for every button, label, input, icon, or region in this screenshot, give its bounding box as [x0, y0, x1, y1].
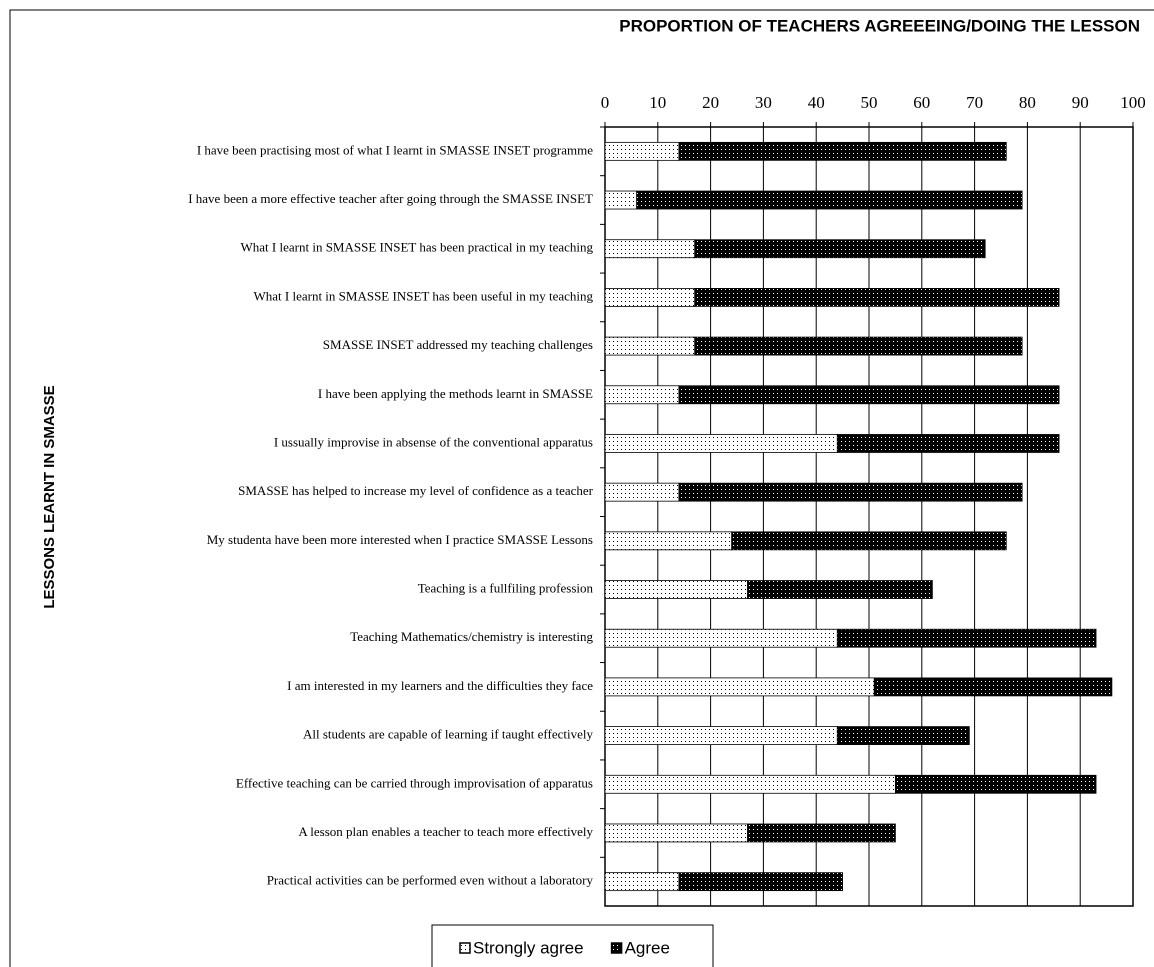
- x-tick-label: 80: [1019, 93, 1036, 112]
- y-tick-label: Effective teaching can be carried throug…: [236, 775, 593, 790]
- bar: [836, 726, 970, 745]
- bar: [747, 823, 896, 843]
- bar: [604, 774, 896, 794]
- bar: [836, 628, 1097, 648]
- x-tick-label: 20: [702, 93, 719, 112]
- x-tick-label: 100: [1120, 93, 1146, 112]
- y-tick-label: Teaching Mathematics/chemistry is intere…: [350, 629, 593, 644]
- x-tick-label: 60: [913, 93, 930, 112]
- bar: [694, 288, 1060, 307]
- bar: [604, 482, 680, 502]
- bar: [604, 288, 696, 307]
- y-tick-label: I have been practising most of what I le…: [197, 142, 593, 157]
- bar: [836, 434, 1060, 453]
- bar: [604, 677, 875, 697]
- bar: [678, 872, 843, 892]
- chart-title: PROPORTION OF TEACHERS AGREEEING/DOING T…: [619, 16, 1140, 35]
- x-tick-label: 90: [1072, 93, 1089, 112]
- bar: [604, 336, 696, 356]
- bar: [604, 190, 638, 210]
- legend-label: Strongly agree: [473, 938, 584, 957]
- bar: [694, 336, 1023, 356]
- legend-swatch: [459, 942, 471, 954]
- y-tick-label: I have been applying the methods learnt …: [318, 386, 593, 401]
- bar: [604, 141, 680, 161]
- y-tick-label: SMASSE INSET addressed my teaching chall…: [323, 337, 593, 352]
- y-axis-label: LESSONS LEARNT IN SMASSE: [41, 385, 58, 608]
- bar: [604, 385, 680, 405]
- bar: [604, 823, 748, 843]
- legend-swatch: [610, 942, 623, 954]
- legend-label: Agree: [625, 938, 670, 957]
- y-tick-label: I have been a more effective teacher aft…: [188, 191, 593, 206]
- legend-box: [431, 924, 714, 967]
- bar: [731, 531, 1007, 551]
- y-tick-label: I ussually improvise in absense of the c…: [274, 434, 593, 449]
- bar: [604, 628, 838, 648]
- bar: [604, 434, 838, 453]
- x-tick-label: 0: [601, 93, 610, 112]
- bar: [636, 190, 1023, 210]
- bar: [895, 774, 1097, 794]
- y-tick-label: A lesson plan enables a teacher to teach…: [298, 824, 593, 839]
- bar: [678, 141, 1007, 161]
- bar: [747, 580, 933, 599]
- y-tick-label: What I learnt in SMASSE INSET has been u…: [253, 288, 593, 303]
- x-tick-label: 50: [861, 93, 878, 112]
- y-tick-label: I am interested in my learners and the d…: [287, 678, 593, 693]
- y-tick-label: SMASSE has helped to increase my level o…: [238, 483, 594, 498]
- x-tick-label: 70: [966, 93, 983, 112]
- bar: [604, 531, 733, 551]
- bar: [873, 677, 1113, 697]
- y-tick-label: Practical activities can be performed ev…: [267, 873, 594, 888]
- x-tick-label: 40: [808, 93, 825, 112]
- bar: [678, 482, 1023, 502]
- y-tick-label: What I learnt in SMASSE INSET has been p…: [241, 240, 594, 255]
- x-tick-label: 10: [649, 93, 666, 112]
- y-tick-label: All students are capable of learning if …: [303, 727, 593, 742]
- x-tick-label: 30: [755, 93, 772, 112]
- bar: [604, 239, 696, 259]
- bar: [678, 385, 1060, 405]
- bar: [604, 580, 748, 599]
- bar: [694, 239, 986, 259]
- y-tick-label: Teaching is a fullfiling profession: [418, 581, 594, 596]
- bar: [604, 872, 680, 892]
- y-tick-label: My studenta have been more interested wh…: [207, 532, 593, 547]
- bar: [604, 726, 838, 745]
